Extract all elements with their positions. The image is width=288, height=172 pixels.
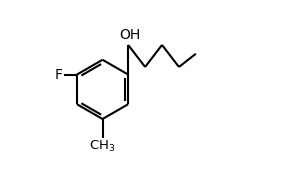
Text: F: F [55, 68, 63, 82]
Text: OH: OH [119, 28, 141, 42]
Text: CH$_3$: CH$_3$ [89, 138, 116, 154]
